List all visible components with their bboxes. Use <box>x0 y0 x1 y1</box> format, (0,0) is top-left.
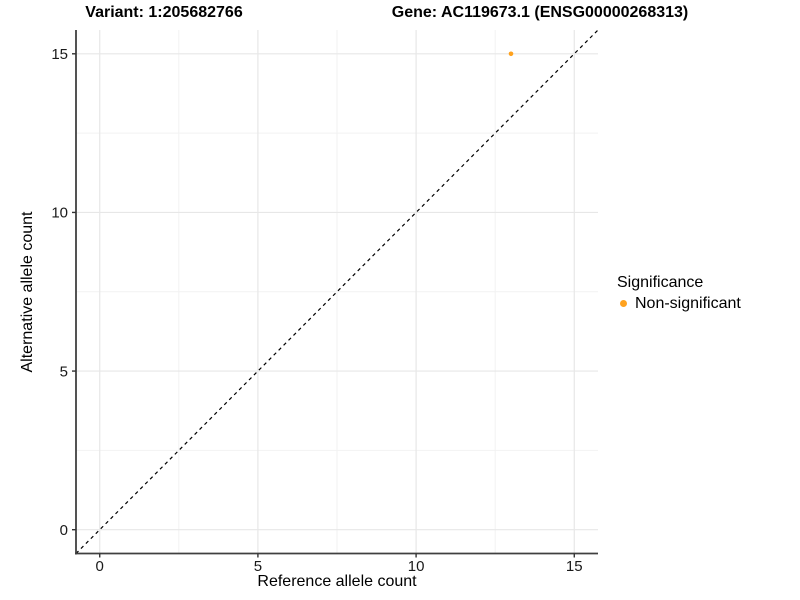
identity-line <box>76 30 598 554</box>
y-tick-label: 10 <box>51 205 68 222</box>
y-tick-label: 0 <box>60 522 68 539</box>
legend: Significance Non-significant <box>617 273 741 313</box>
x-axis-label: Reference allele count <box>257 573 417 590</box>
data-point <box>508 51 514 57</box>
x-tick-label: 15 <box>566 558 583 575</box>
x-tick-label: 0 <box>96 558 104 575</box>
gene-title: Gene: AC119673.1 (ENSG00000268313) <box>391 4 689 21</box>
x-tick-label: 5 <box>254 558 262 575</box>
legend-item-label: Non-significant <box>635 295 741 312</box>
legend-point-icon <box>620 300 627 307</box>
variant-title: Variant: 1:205682766 <box>85 4 243 21</box>
y-tick-label: 15 <box>51 46 68 63</box>
x-tick-label: 10 <box>408 558 425 575</box>
y-tick-label: 5 <box>60 363 68 380</box>
y-axis-label: Alternative allele count <box>19 211 36 373</box>
legend-title: Significance <box>617 274 704 291</box>
legend-item: Non-significant <box>617 294 741 313</box>
